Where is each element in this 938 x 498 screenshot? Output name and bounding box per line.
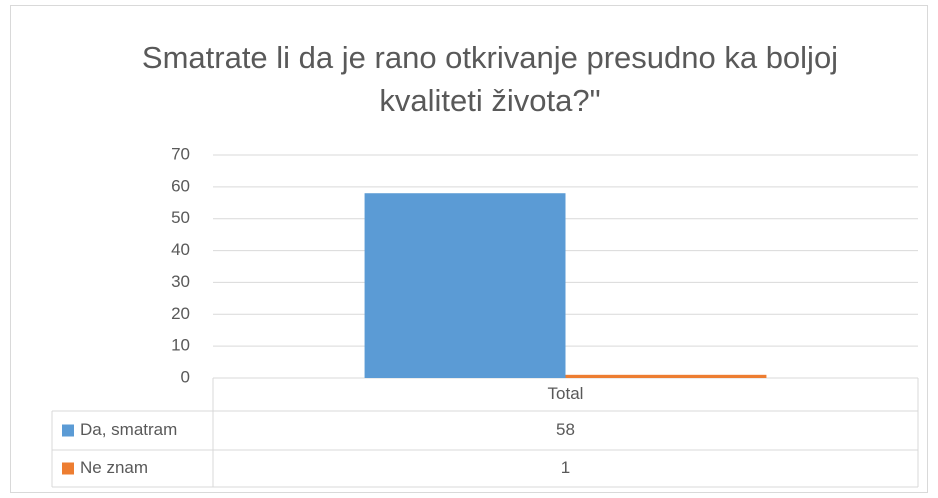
y-tick-label: 10 xyxy=(171,336,190,355)
table-value: 1 xyxy=(561,458,570,477)
legend-label: Ne znam xyxy=(80,458,148,477)
chart-title: Smatrate li da je rano otkrivanje presud… xyxy=(141,40,839,118)
legend-key xyxy=(62,462,74,475)
x-tick-label: Total xyxy=(548,384,584,403)
legend-label: Da, smatram xyxy=(80,420,177,439)
chart-border xyxy=(10,5,928,493)
y-tick-label: 20 xyxy=(171,304,190,323)
y-tick-label: 0 xyxy=(181,367,190,386)
bar xyxy=(565,374,767,378)
y-tick-label: 70 xyxy=(171,144,190,163)
y-tick-label: 60 xyxy=(171,176,190,195)
legend-key xyxy=(62,424,74,437)
y-tick-label: 40 xyxy=(171,240,190,259)
y-tick-label: 50 xyxy=(171,208,190,227)
y-tick-label: 30 xyxy=(171,272,190,291)
bar xyxy=(364,193,566,378)
table-value: 58 xyxy=(556,420,575,439)
